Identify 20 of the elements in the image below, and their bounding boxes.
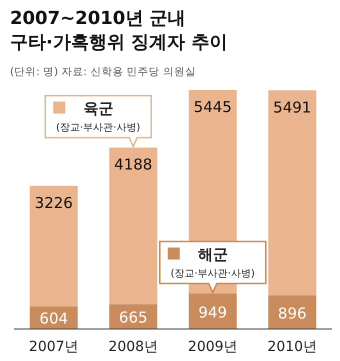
data-label: 949 [198, 303, 228, 322]
bar [188, 294, 237, 329]
data-label: 4188 [114, 156, 152, 174]
data-label: 3226 [34, 194, 73, 212]
x-tick-label: 2009년 [188, 339, 238, 355]
data-label: 5491 [273, 98, 312, 116]
legend-label: 육군 (장교·부사관·사병) [56, 100, 140, 134]
x-tick-label: 2008년 [108, 339, 158, 355]
legend-label: 해군 (장교·부사관·사병) [170, 246, 255, 280]
x-tick-label: 2010년 [267, 339, 318, 355]
data-label: 5445 [194, 98, 232, 116]
chart-subtitle: (단위: 명) 자료: 신학용 민주당 의원실 [10, 66, 196, 78]
data-label: 665 [118, 308, 148, 327]
bar [30, 186, 78, 306]
bar [109, 148, 158, 304]
data-label: 896 [278, 304, 307, 322]
data-label: 604 [39, 310, 68, 328]
x-tick-label: 2007년 [28, 339, 79, 355]
bar [268, 90, 316, 296]
chart-title: 2007~2010년 군내 구타·가혹행위 징계자 추이 [10, 8, 228, 53]
